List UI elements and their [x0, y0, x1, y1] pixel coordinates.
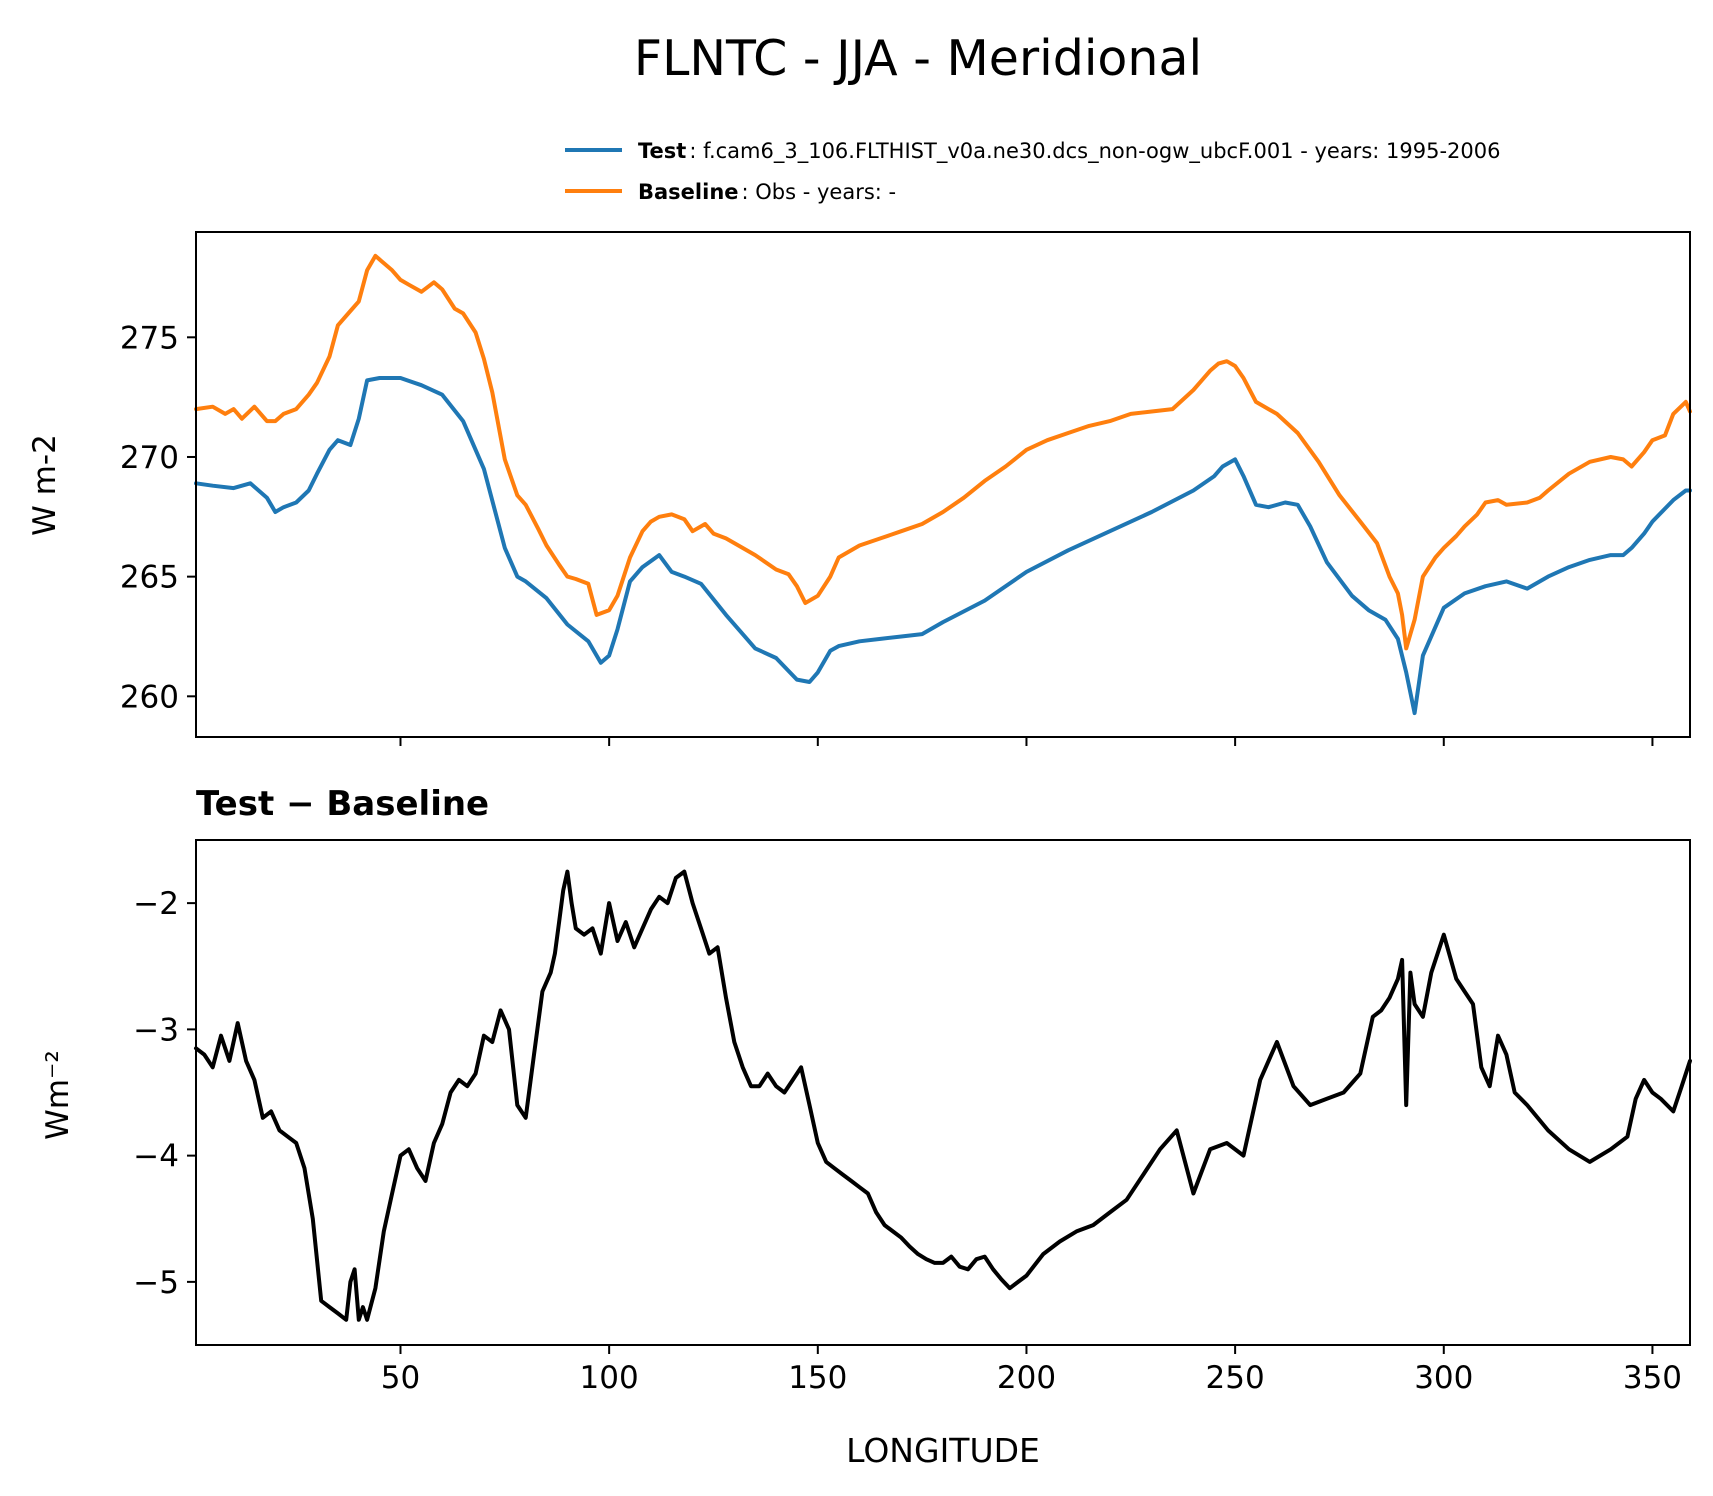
bottom-xtick-label: 300 — [1414, 1360, 1473, 1396]
top-series-baseline-line — [194, 253, 1692, 651]
bottom-series-difference-line — [194, 869, 1692, 1322]
top-series-test-line — [194, 376, 1692, 716]
legend-baseline-key: Baseline — [638, 180, 739, 204]
top-xaxis-ticks — [399, 737, 1654, 746]
bottom-xtick-label: 200 — [997, 1360, 1056, 1396]
top-ylabel: W m-2 — [27, 434, 63, 536]
bottom-panel-title: Test − Baseline — [196, 784, 489, 824]
panel-test-baseline: 260 265 270 275 W m-2 — [27, 231, 1692, 746]
panel-difference: Test − Baseline −5 −4 −3 −2 50 100 150 200 250 3… — [40, 784, 1692, 1396]
bottom-ytick-label: −2 — [133, 886, 179, 922]
top-series-group — [194, 253, 1692, 716]
bottom-xtick-label: 150 — [788, 1360, 847, 1396]
bottom-axes-frame — [195, 839, 1691, 1346]
bottom-xtick-label: 100 — [580, 1360, 639, 1396]
bottom-xaxis-ticks: 50 100 150 200 250 300 350 — [381, 1345, 1682, 1396]
top-yaxis-ticks: 260 265 270 275 — [120, 320, 196, 715]
bottom-ylabel: Wm⁻² — [40, 1050, 76, 1140]
top-ytick-label: 270 — [120, 440, 179, 476]
top-ytick-label: 260 — [120, 679, 179, 715]
bottom-ytick-label: −4 — [133, 1139, 179, 1175]
legend-test-key: Test — [638, 139, 686, 163]
bottom-xtick-label: 350 — [1623, 1360, 1682, 1396]
top-ytick-label: 275 — [120, 320, 179, 356]
legend-baseline-text: : Obs - years: - — [742, 180, 897, 204]
xaxis-label: LONGITUDE — [846, 1431, 1040, 1470]
bottom-xtick-label: 50 — [381, 1360, 420, 1396]
legend-baseline-entry: Baseline: Obs - years: - — [638, 180, 896, 204]
top-ytick-label: 265 — [120, 560, 179, 596]
legend-test-entry: Test: f.cam6_3_106.FLTHIST_v0a.ne30.dcs_… — [638, 139, 1500, 164]
legend-test-text: : f.cam6_3_106.FLTHIST_v0a.ne30.dcs_non-… — [689, 139, 1500, 164]
bottom-ytick-label: −5 — [133, 1265, 179, 1301]
top-axes-frame — [195, 231, 1691, 738]
bottom-ytick-label: −3 — [133, 1012, 179, 1048]
legend: Test: f.cam6_3_106.FLTHIST_v0a.ne30.dcs_… — [565, 139, 1500, 204]
bottom-xtick-label: 250 — [1206, 1360, 1265, 1396]
figure-title: FLNTC - JJA - Meridional — [634, 30, 1202, 87]
bottom-yaxis-ticks: −5 −4 −3 −2 — [133, 886, 196, 1301]
bottom-series-group — [194, 869, 1692, 1322]
